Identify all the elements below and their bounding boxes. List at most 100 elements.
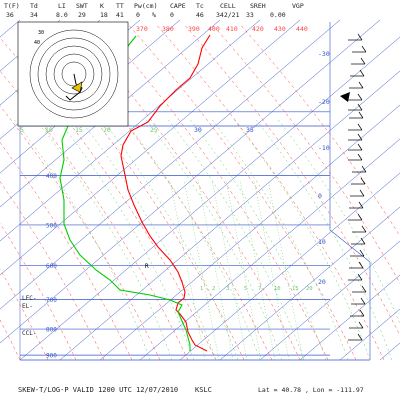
hodograph-ring [61, 61, 87, 87]
dry-adiabat-line [239, 23, 400, 237]
mixing-ratio-label: 2 [212, 286, 215, 292]
isotherm-line [139, 138, 400, 361]
isotherm-label-right: 10 [318, 238, 326, 246]
header-value: 41 [116, 11, 124, 19]
footer: SKEW-T/LOG-P VALID 1200 UTC 12/07/2010 KS… [18, 386, 364, 394]
wind-barb-flag [361, 285, 367, 293]
ccl-label: CCL- [22, 330, 36, 337]
hodograph-trace [65, 73, 83, 101]
dry-adiabat-line [99, 23, 329, 361]
dry-adiabat-line [183, 23, 400, 336]
header-label: T(F) [4, 2, 20, 10]
pressure-tick-label: 800 [46, 327, 57, 334]
wind-barb-flag [360, 237, 366, 245]
isotherm-label-right: -20 [318, 98, 330, 106]
wind-barb-flag [357, 123, 363, 131]
hodograph-marker [71, 81, 83, 93]
isotherm-line [299, 274, 400, 361]
pressure-tick-label: 700 [46, 297, 57, 304]
mixing-ratio-label: 3 [226, 286, 229, 292]
isotherm-line [0, 19, 381, 344]
pressure-tick-label: 600 [46, 263, 57, 270]
adiabat-label-left: 10 [45, 126, 53, 134]
wind-barb-flag [357, 273, 363, 281]
adiabat-label-left: 25 [150, 126, 158, 134]
header-label: SREH [250, 2, 266, 10]
wind-barb-flag [357, 93, 363, 101]
isotherm-label-right: -30 [318, 50, 330, 58]
header-label: LI [58, 2, 66, 10]
temperature-line [120, 34, 211, 352]
header-value: 46 [196, 11, 204, 19]
frame-line [329, 22, 371, 360]
mixing-ratio-line [169, 179, 206, 361]
isotherm-line [0, 19, 341, 310]
header-label: Td [30, 2, 38, 10]
wind-barb-flag [359, 69, 365, 77]
dry-adiabat-line [0, 37, 217, 361]
wind-barb-flag [357, 333, 363, 341]
wind-barb-flag [361, 225, 367, 233]
isotherm-line [0, 19, 221, 208]
isotherm-label-mid: 30 [194, 126, 202, 134]
pressure-tick-label: 400 [46, 173, 57, 180]
mixing-ratio-line [197, 179, 234, 361]
hodograph-speed-label: 30 [38, 30, 44, 36]
mixing-ratio-line [211, 179, 248, 361]
hodograph-box [17, 21, 129, 127]
header-value: 0 [136, 11, 140, 19]
isotherm-label-top: 380 [162, 25, 174, 33]
wind-barb-flag [361, 45, 367, 53]
dry-adiabat-line [71, 23, 301, 361]
dry-adiabat-line [0, 70, 189, 361]
header-value: 0 [170, 11, 174, 19]
mixing-ratio-label: 10 [274, 286, 281, 292]
header-label: SWT [76, 2, 88, 10]
dry-adiabat-line [0, 105, 161, 361]
header-label: K [100, 2, 104, 10]
mixing-ratio-line [183, 179, 220, 361]
hodograph-ring [29, 29, 119, 119]
header-label: Pw(cm) [134, 2, 157, 10]
footer-latlon: Lat = 40.78 , Lon = -111.97 [258, 386, 364, 394]
mixing-ratio-label: 5 [244, 286, 247, 292]
mixing-ratio-line [239, 179, 276, 361]
hodograph-ring [37, 37, 111, 111]
mixing-ratio-line [267, 179, 304, 361]
wind-barb-flag [359, 189, 365, 197]
wind-barb-flag [360, 57, 366, 65]
axis-labels: 3004005006007008009003703803904004104204… [20, 25, 330, 360]
header-label: CELL [220, 2, 236, 10]
isobars [19, 22, 371, 361]
isotherm-label-top: 400 [208, 25, 220, 33]
dry-adiabat-line [0, 223, 77, 361]
header-value: 342/21 [216, 11, 240, 19]
footer-station: KSLC [195, 386, 212, 394]
wind-barb-pennant [340, 92, 350, 102]
pressure-tick-label: 900 [46, 353, 57, 360]
dry-adiabat-line [0, 181, 105, 361]
header-value: 0.00 [270, 11, 286, 19]
wind-barb-flag [358, 111, 364, 119]
dry-adiabat-line [127, 23, 357, 361]
pressure-tick-label: 500 [46, 222, 57, 229]
wind-barb-flag [360, 297, 366, 305]
header-value: 36 [6, 11, 14, 19]
header-value: 29 [78, 11, 86, 19]
mixing-ratio-label: 15 [292, 286, 299, 292]
dry-adiabat-line [0, 141, 133, 361]
wind-barb-flag [358, 261, 364, 269]
isotherm-line [179, 172, 400, 361]
mixing-ratio-lines [169, 179, 304, 361]
hodograph-ring [45, 45, 103, 103]
dry-adiabat-line [0, 268, 49, 361]
wind-barb-flag [357, 213, 363, 221]
mixing-ratio-line [225, 179, 262, 361]
wind-barb-flag [358, 201, 364, 209]
wind-barb-flag [357, 133, 363, 141]
mixing-ratio-line [253, 179, 290, 361]
isotherm-label-top: 410 [226, 25, 238, 33]
wind-barb-flag [357, 143, 363, 151]
header-label: TT [116, 2, 124, 10]
